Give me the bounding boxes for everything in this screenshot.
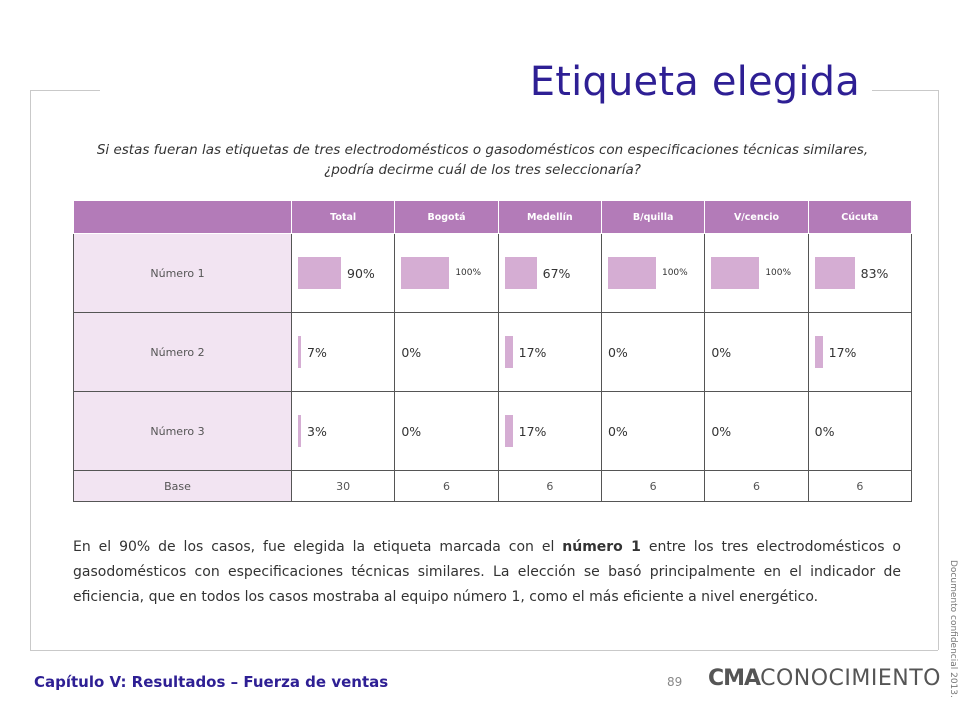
value-label: 100%: [455, 268, 482, 278]
column-header: Total: [290, 200, 396, 234]
table-header-row: Total Bogotá Medellín B/quilla V/cencio Cúcut…: [73, 200, 913, 234]
value-label: 17%: [518, 423, 547, 439]
frame-line-top-right: [872, 90, 938, 91]
value-cell: 0%: [704, 312, 809, 392]
frame-line-bottom: [30, 650, 938, 651]
chapter-footer: Capítulo V: Resultados – Fuerza de venta…: [34, 673, 389, 691]
frame-line-left: [30, 90, 31, 650]
value-bar: [298, 336, 301, 368]
value-bar: [711, 257, 760, 289]
base-value: 30: [290, 470, 396, 502]
value-label: 0%: [607, 344, 628, 360]
company-logo: CMA CONOCIMIENTO: [708, 666, 941, 691]
value-label: 17%: [828, 344, 857, 360]
value-cell: 67%: [497, 233, 602, 313]
value-cell: 17%: [807, 312, 913, 392]
column-header: Bogotá: [394, 200, 499, 234]
value-cell: 0%: [600, 391, 706, 471]
table-row: Número 3 3% 0% 17% 0% 0% 0%: [73, 391, 913, 471]
page-number: 89: [667, 675, 683, 689]
value-bar: [814, 257, 855, 289]
value-bar: [504, 257, 537, 289]
value-label: 0%: [814, 423, 835, 439]
value-bar: [298, 415, 301, 447]
value-cell: 7%: [290, 312, 396, 392]
value-bar: [504, 336, 513, 368]
table-body: Número 1 90% 100% 67% 100% 100% 83% Número 2 7% 0…: [73, 233, 913, 502]
base-value: 6: [600, 470, 706, 502]
value-label: 7%: [307, 344, 327, 360]
value-cell: 100%: [394, 233, 499, 313]
value-cell: 0%: [600, 312, 706, 392]
frame-line-right: [938, 90, 939, 650]
survey-question: Si estas fueran las etiquetas de tres el…: [96, 142, 869, 178]
logo-bold-text: CMA: [708, 666, 761, 691]
column-header: V/cencio: [704, 200, 809, 234]
frame-line-top-left: [30, 90, 100, 91]
value-cell: 17%: [497, 312, 602, 392]
base-value: 6: [807, 470, 913, 502]
value-bar: [814, 336, 823, 368]
value-label: 0%: [401, 344, 422, 360]
summary-text-before: En el 90% de los casos, fue elegida la e…: [73, 539, 563, 555]
value-cell: 100%: [704, 233, 809, 313]
value-cell: 83%: [807, 233, 913, 313]
logo-text: CONOCIMIENTO: [760, 666, 941, 691]
base-value: 6: [394, 470, 499, 502]
base-row: Base 30 6 6 6 6 6: [73, 470, 913, 502]
value-cell: 100%: [600, 233, 706, 313]
value-label: 0%: [711, 344, 732, 360]
row-label: Número 2: [73, 312, 292, 392]
table-corner-cell: [73, 200, 292, 234]
value-bar: [607, 257, 656, 289]
base-value: 6: [497, 470, 602, 502]
summary-text-after: entre los tres electrodomésticos o gasod…: [73, 539, 901, 605]
value-cell: 3%: [290, 391, 396, 471]
value-cell: 0%: [394, 312, 499, 392]
value-label: 100%: [661, 268, 688, 278]
confidential-note: Documento confidencial 2013.: [948, 560, 958, 698]
value-cell: 0%: [394, 391, 499, 471]
value-label: 0%: [401, 423, 422, 439]
column-header: Cúcuta: [807, 200, 913, 234]
value-label: 17%: [518, 344, 547, 360]
base-value: 6: [704, 470, 809, 502]
page-title: Etiqueta elegida: [529, 59, 860, 105]
value-bar: [504, 415, 513, 447]
value-label: 100%: [765, 268, 792, 278]
summary-text-bold: número 1: [562, 539, 641, 555]
summary-paragraph: En el 90% de los casos, fue elegida la e…: [73, 535, 901, 610]
value-label: 0%: [607, 423, 628, 439]
table-row: Número 2 7% 0% 17% 0% 0% 17%: [73, 312, 913, 392]
value-cell: 0%: [807, 391, 913, 471]
value-bar: [401, 257, 450, 289]
value-cell: 17%: [497, 391, 602, 471]
row-label: Número 1: [73, 233, 292, 313]
base-label: Base: [73, 470, 292, 502]
table-row: Número 1 90% 100% 67% 100% 100% 83%: [73, 233, 913, 313]
column-header: Medellín: [497, 200, 602, 234]
row-label: Número 3: [73, 391, 292, 471]
value-cell: 0%: [704, 391, 809, 471]
results-table: Total Bogotá Medellín B/quilla V/cencio Cúcut…: [73, 200, 913, 502]
value-label: 3%: [307, 423, 327, 439]
column-header: B/quilla: [600, 200, 706, 234]
value-bar: [298, 257, 341, 289]
value-label: 67%: [542, 265, 571, 281]
value-label: 0%: [711, 423, 732, 439]
value-cell: 90%: [290, 233, 396, 313]
value-label: 90%: [347, 265, 375, 281]
value-label: 83%: [860, 265, 889, 281]
